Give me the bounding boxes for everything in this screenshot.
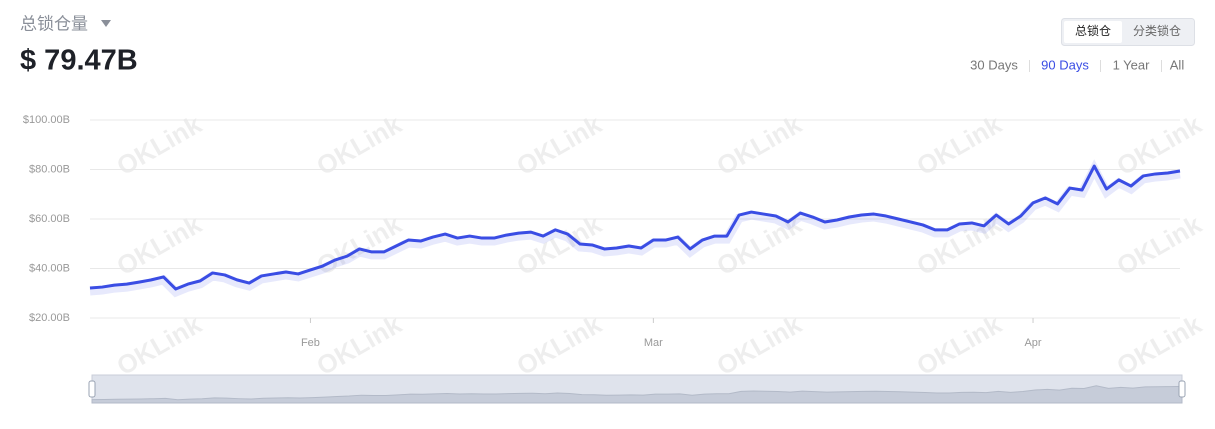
header-title: 总锁仓量: [20, 14, 88, 33]
navigator-handle[interactable]: [88, 380, 96, 398]
dropdown-arrow[interactable]: [101, 20, 111, 27]
x-tick-label: Mar: [644, 337, 663, 349]
range-option[interactable]: 90 Days: [1041, 57, 1089, 72]
line: [89, 164, 1181, 291]
y-tick-label: $80.00B: [29, 163, 70, 175]
tab[interactable]: 分类锁仓: [1133, 23, 1181, 38]
y-tick-label: $40.00B: [29, 262, 70, 274]
watermark: OKLink: [711, 309, 807, 381]
x-tick-label: Feb: [301, 337, 320, 349]
watermark: OKLink: [311, 309, 407, 381]
watermark: OKLink: [1111, 209, 1207, 281]
watermark: OKLink: [511, 309, 607, 381]
y-tick-label: $20.00B: [29, 312, 70, 324]
range-option[interactable]: 30 Days: [970, 57, 1018, 72]
watermark: OKLink: [911, 309, 1007, 381]
header-value: $ 79.47B: [20, 45, 138, 77]
range-option[interactable]: 1 Year: [1113, 57, 1151, 72]
watermark: OKLink: [111, 209, 207, 281]
navigator-handle[interactable]: [1178, 380, 1186, 398]
y-tick-label: $100.00B: [23, 114, 70, 126]
watermark: OKLink: [1111, 309, 1207, 381]
x-tick-label: Apr: [1024, 337, 1041, 349]
range-option[interactable]: All: [1170, 57, 1185, 72]
y-tick-label: $60.00B: [29, 213, 70, 225]
navigator-area: [91, 385, 1183, 404]
line-shadow: [89, 159, 1181, 298]
tab[interactable]: 总锁仓: [1075, 23, 1111, 38]
watermark: OKLink: [111, 309, 207, 381]
tab-active-bg: [1064, 21, 1122, 43]
